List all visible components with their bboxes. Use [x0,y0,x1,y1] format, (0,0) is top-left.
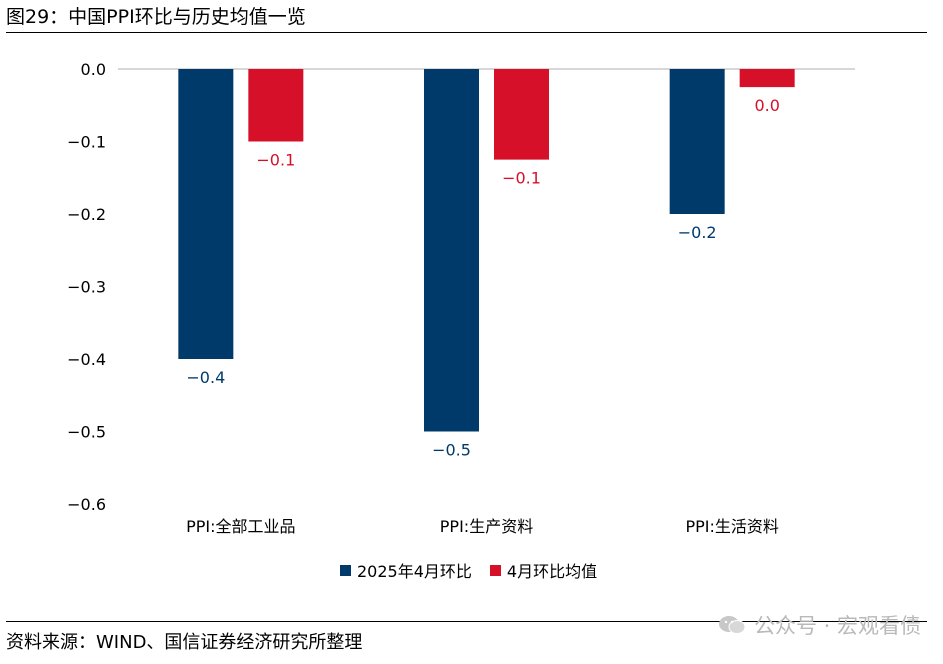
bar-series-1-1 [178,69,234,359]
wechat-icon [718,616,746,634]
bar-series-1-3 [669,69,725,214]
x-category-label: PPI:生活资料 [685,517,778,536]
x-category-label: PPI:全部工业品 [186,517,295,536]
source-note: 资料来源：WIND、国信证券经济研究所整理 [6,632,363,653]
bar-series-2-1 [248,69,304,142]
legend-label-series-1: 2025年4月环比 [357,562,472,581]
y-tick-label: 0.0 [81,60,106,79]
x-category-label: PPI:生产资料 [440,517,533,536]
y-tick-label: −0.3 [67,278,106,297]
data-label-series-1-1: −0.4 [186,368,225,387]
y-tick-label: −0.5 [67,423,106,442]
legend-swatch-series-2 [489,564,501,576]
watermark: 公众号 · 宏观看债 [718,610,921,640]
top-divider [6,32,927,33]
bottom-divider [6,621,927,622]
data-label-series-2-3: 0.0 [754,96,779,115]
data-label-series-1-2: −0.5 [432,441,471,460]
watermark-text: 公众号 · 宏观看债 [753,614,921,638]
bar-series-2-3 [739,69,795,88]
y-tick-label: −0.4 [67,350,106,369]
legend-swatch-series-1 [340,564,351,576]
y-tick-label: −0.2 [67,205,106,224]
legend-label-series-2: 4月环比均值 [506,562,598,581]
legend: 2025年4月环比 4月环比均值 [340,558,615,582]
data-label-series-2-1: −0.1 [256,151,295,170]
legend-item-series-2: 4月环比均值 [489,558,598,582]
bar-series-1-2 [424,69,479,432]
legend-item-series-1: 2025年4月环比 [340,558,472,582]
y-tick-label: −0.6 [67,495,106,514]
y-tick-label: −0.1 [67,133,106,152]
data-label-series-1-3: −0.2 [678,223,717,242]
bar-series-2-2 [494,69,549,160]
chart-title: 图29：中国PPI环比与历史均值一览 [6,6,306,28]
data-label-series-2-2: −0.1 [502,169,541,188]
